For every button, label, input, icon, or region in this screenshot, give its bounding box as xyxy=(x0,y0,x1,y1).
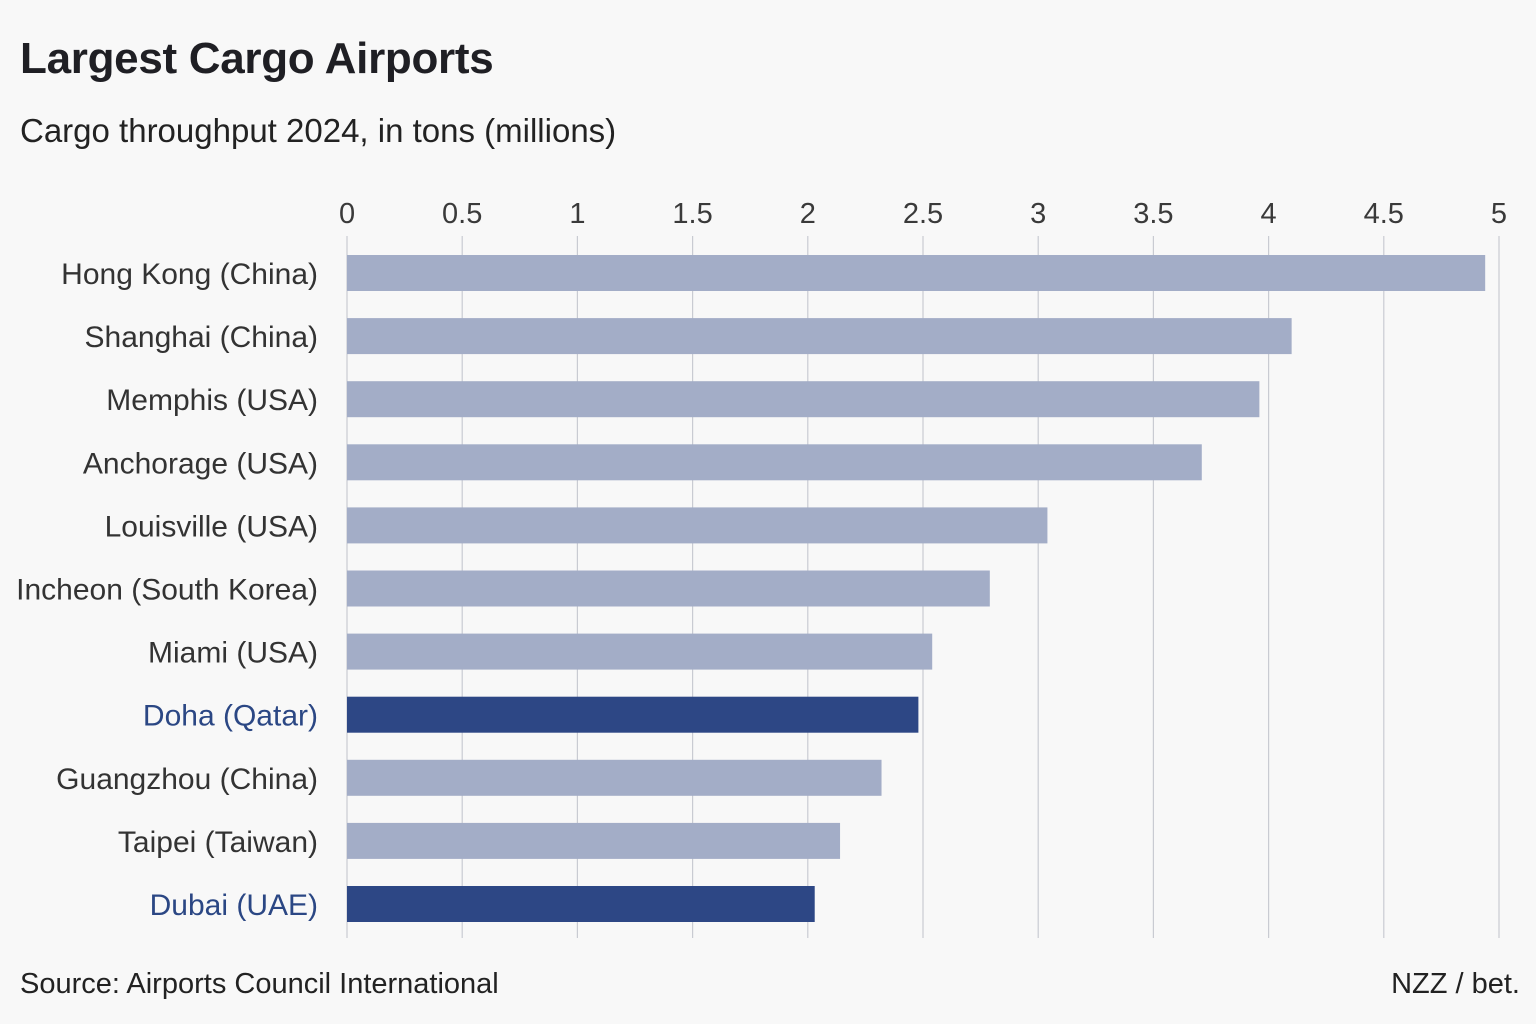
bar xyxy=(347,759,882,796)
bars xyxy=(347,255,1486,922)
bar xyxy=(347,318,1292,355)
bar-highlighted xyxy=(347,696,919,733)
bar xyxy=(347,444,1202,481)
bar xyxy=(347,822,841,859)
source-note: Source: Airports Council International xyxy=(20,968,499,1000)
bar xyxy=(347,633,933,670)
category-label: Hong Kong (China) xyxy=(61,258,318,291)
x-tick-label: 0 xyxy=(339,198,355,230)
chart-title: Largest Cargo Airports xyxy=(20,34,494,83)
bar xyxy=(347,255,1486,291)
category-labels: Hong Kong (China) Shanghai (China) Memphis… xyxy=(16,258,318,922)
x-tick-label: 5 xyxy=(1491,198,1507,230)
x-tick-label: 1.5 xyxy=(672,198,712,230)
x-tick-label: 4 xyxy=(1261,198,1277,230)
bar xyxy=(347,570,990,607)
category-label: Shanghai (China) xyxy=(85,321,318,354)
x-tick-label: 3 xyxy=(1030,198,1046,230)
category-label: Memphis (USA) xyxy=(106,384,318,417)
x-tick-label: 2 xyxy=(800,198,816,230)
category-label: Anchorage (USA) xyxy=(83,447,318,480)
category-label: Guangzhou (China) xyxy=(56,763,318,796)
credit-note: NZZ / bet. xyxy=(1391,968,1520,1000)
bar xyxy=(347,507,1048,544)
category-label: Louisville (USA) xyxy=(105,510,318,543)
category-label: Incheon (South Korea) xyxy=(16,574,318,607)
x-axis-ticks: 0 0.5 1 1.5 2 2.5 3 3.5 4 4.5 5 xyxy=(339,198,1507,230)
category-label: Taipei (Taiwan) xyxy=(118,826,318,859)
x-tick-label: 1 xyxy=(569,198,585,230)
bar-highlighted xyxy=(347,886,815,922)
category-label: Dubai (UAE) xyxy=(150,889,318,922)
x-tick-label: 0.5 xyxy=(442,198,482,230)
category-label: Miami (USA) xyxy=(148,637,318,670)
x-tick-label: 2.5 xyxy=(903,198,943,230)
x-tick-label: 4.5 xyxy=(1364,198,1404,230)
category-label: Doha (Qatar) xyxy=(143,700,318,733)
chart-subtitle: Cargo throughput 2024, in tons (millions… xyxy=(20,112,617,149)
x-tick-label: 3.5 xyxy=(1133,198,1173,230)
bar xyxy=(347,381,1260,418)
